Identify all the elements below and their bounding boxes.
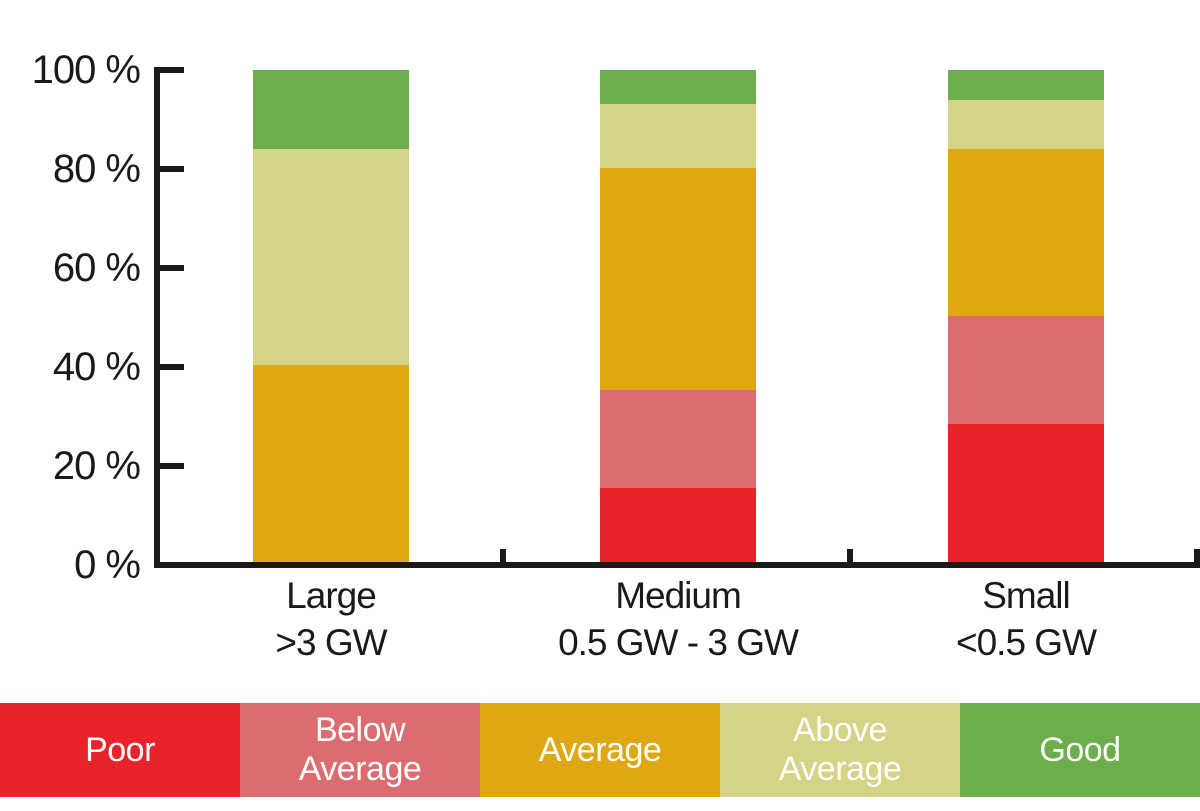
legend-item-above-average: Above Average — [720, 703, 960, 797]
bar-segment-medium-good — [600, 70, 756, 105]
y-tick-label: 0 % — [74, 543, 141, 587]
y-tick-label: 60 % — [52, 246, 141, 290]
category-range: 0.5 GW - 3 GW — [558, 622, 799, 663]
bar-small — [948, 70, 1104, 562]
y-axis-line — [154, 67, 160, 568]
legend-label-line: Average — [538, 730, 662, 769]
legend: Poor Below Average Average Above Average Good — [0, 703, 1200, 797]
bar-segment-large-above-average — [253, 148, 409, 366]
bar-segment-small-below-average — [948, 316, 1104, 425]
bar-segment-large-average — [253, 365, 409, 562]
y-tick-40 — [154, 364, 184, 370]
legend-item-below-average: Below Average — [240, 703, 480, 797]
bar-segment-medium-poor — [600, 488, 756, 562]
category-range: <0.5 GW — [955, 622, 1097, 663]
bar-segment-large-good — [253, 70, 409, 149]
bar-segment-medium-above-average — [600, 104, 756, 169]
legend-label-line: Average — [778, 750, 902, 788]
y-tick-20 — [154, 463, 184, 469]
legend-item-average: Average — [480, 703, 720, 797]
x-boundary-tick-2 — [1194, 549, 1200, 562]
legend-item-good: Good — [960, 703, 1200, 797]
y-tick-60 — [154, 265, 184, 271]
x-boundary-tick-0 — [500, 549, 506, 562]
category-range: >3 GW — [275, 622, 387, 663]
bar-segment-small-average — [948, 148, 1104, 317]
bar-segment-medium-below-average — [600, 389, 756, 489]
legend-label-line: Above — [793, 711, 887, 749]
category-name: Large — [286, 575, 377, 616]
bar-segment-medium-average — [600, 168, 756, 390]
x-axis-line — [154, 562, 1200, 568]
bar-segment-small-poor — [948, 424, 1104, 562]
legend-label-line: Poor — [85, 730, 155, 769]
category-label-medium: Medium 0.5 GW - 3 GW — [468, 572, 888, 666]
legend-label-line: Below — [314, 711, 406, 749]
category-label-small: Small <0.5 GW — [816, 572, 1200, 666]
x-boundary-tick-1 — [847, 549, 853, 562]
legend-label-line: Good — [1039, 730, 1121, 769]
legend-label-line: Average — [298, 750, 422, 788]
y-tick-label: 80 % — [52, 147, 141, 191]
bar-segment-small-above-average — [948, 99, 1104, 149]
y-tick-label: 20 % — [52, 444, 141, 488]
category-label-large: Large >3 GW — [121, 572, 541, 666]
y-tick-label: 100 % — [31, 48, 141, 92]
y-tick-label: 40 % — [52, 345, 141, 389]
legend-item-poor: Poor — [0, 703, 240, 797]
bar-medium — [600, 70, 756, 562]
bar-segment-small-good — [948, 70, 1104, 100]
y-tick-100 — [154, 67, 184, 73]
category-name: Small — [982, 575, 1071, 616]
y-tick-80 — [154, 166, 184, 172]
bar-large — [253, 70, 409, 562]
category-name: Medium — [615, 575, 742, 616]
